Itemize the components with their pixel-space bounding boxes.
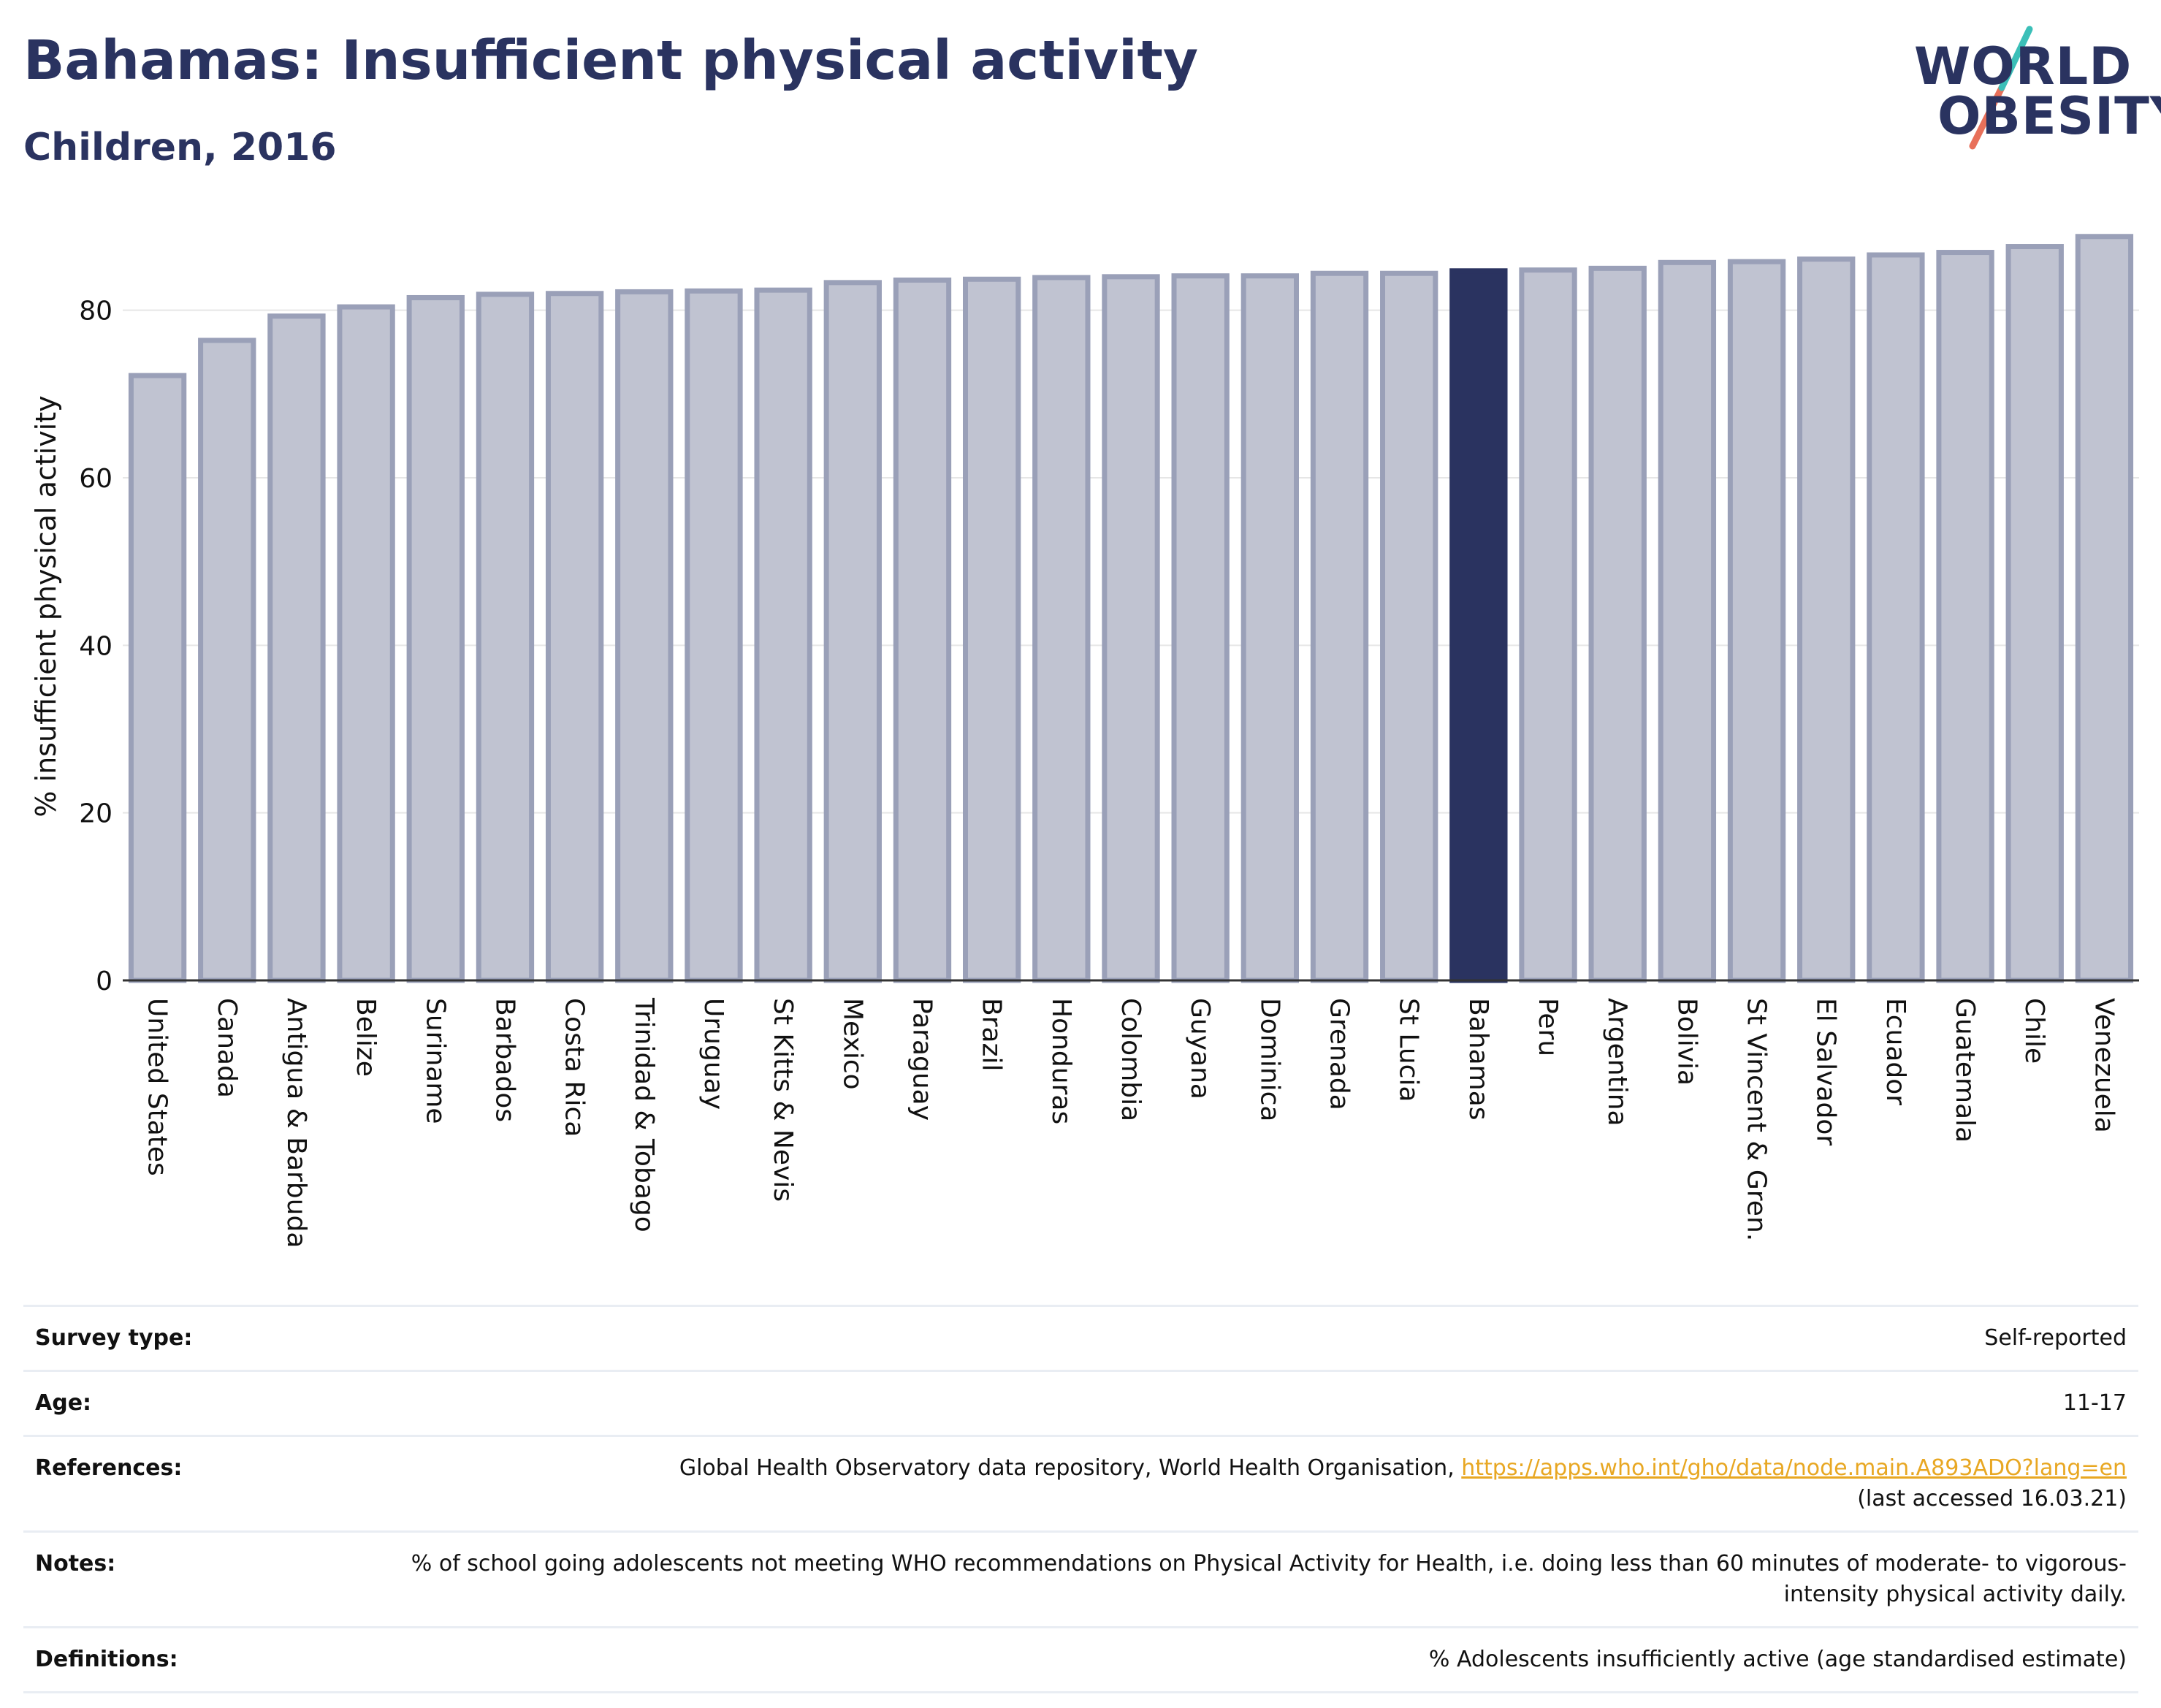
bar-grenada[interactable] bbox=[1310, 270, 1369, 983]
x-tick-label: Brazil bbox=[977, 998, 1007, 1071]
bar-uruguay[interactable] bbox=[685, 288, 743, 983]
metadata-value-text: Self-reported bbox=[1984, 1325, 2127, 1351]
bar-chile[interactable] bbox=[2005, 244, 2064, 983]
x-tick-label: Suriname bbox=[420, 998, 450, 1124]
bar-venezuela[interactable] bbox=[2075, 234, 2134, 983]
bar-united-states[interactable] bbox=[128, 373, 187, 983]
page-subtitle: Children, 2016 bbox=[23, 126, 337, 169]
x-tick-label: Bolivia bbox=[1672, 998, 1701, 1086]
x-tick-label: St Vincent & Gren. bbox=[1742, 998, 1772, 1241]
bar-argentina[interactable] bbox=[1588, 265, 1647, 983]
bar-barbados[interactable] bbox=[476, 291, 535, 983]
bar-trinidad-tobago[interactable] bbox=[615, 289, 674, 983]
metadata-value: Global Health Observatory data repositor… bbox=[310, 1435, 2138, 1532]
bar-honduras[interactable] bbox=[1032, 275, 1091, 983]
x-tick-label: Grenada bbox=[1325, 998, 1354, 1110]
bar-brazil[interactable] bbox=[962, 276, 1021, 983]
x-tick-label: Peru bbox=[1533, 998, 1563, 1056]
x-tick-label: Belize bbox=[351, 998, 381, 1077]
bar-canada[interactable] bbox=[198, 338, 256, 983]
x-tick-label: Uruguay bbox=[698, 998, 728, 1110]
x-tick-label: Venezuela bbox=[2089, 998, 2119, 1133]
metadata-key: Age: bbox=[23, 1370, 310, 1436]
metadata-key: Notes: bbox=[23, 1530, 310, 1628]
bar-dominica[interactable] bbox=[1240, 273, 1300, 983]
bar-mexico[interactable] bbox=[823, 280, 882, 983]
bar-guyana[interactable] bbox=[1171, 273, 1230, 983]
bar-colombia[interactable] bbox=[1102, 274, 1160, 983]
metadata-value: % of school going adolescents not meetin… bbox=[310, 1530, 2138, 1628]
axes: 0 20 40 60 80 bbox=[79, 297, 2139, 996]
x-tick-label: Mexico bbox=[837, 998, 867, 1090]
x-tick-label: St Lucia bbox=[1394, 998, 1424, 1102]
bar-chart: 0 20 40 60 80 United States Canada Antigua & B… bbox=[30, 234, 2139, 1248]
metadata-row: Definitions: % Adolescents insufficiently… bbox=[23, 1626, 2138, 1693]
world-obesity-logo: WORLD OBESITY bbox=[1899, 22, 2161, 153]
bar-bolivia[interactable] bbox=[1658, 259, 1717, 983]
bar-guatemala[interactable] bbox=[1936, 250, 1994, 983]
x-tick-label: Chile bbox=[2019, 998, 2049, 1064]
y-tick-label: 0 bbox=[96, 967, 113, 996]
metadata-table: Survey type: Self-reported Age: 11-17 Refere… bbox=[23, 1305, 2138, 1693]
bar-antigua-barbuda[interactable] bbox=[267, 313, 326, 983]
x-tick-label: Barbados bbox=[489, 998, 519, 1122]
logo-slash-icon bbox=[1969, 26, 2033, 150]
x-tick-label: Guatemala bbox=[1950, 998, 1980, 1143]
metadata-row: References: Global Health Observatory dat… bbox=[23, 1435, 2138, 1532]
metadata-key: Survey type: bbox=[23, 1305, 310, 1371]
metadata-row: Notes: % of school going adolescents not … bbox=[23, 1530, 2138, 1628]
bar-bahamas[interactable] bbox=[1449, 268, 1508, 983]
category-labels: United States Canada Antigua & Barbuda Beli… bbox=[142, 997, 2119, 1248]
x-tick-label: United States bbox=[142, 998, 172, 1176]
bar-st-vincent-gren-[interactable] bbox=[1727, 259, 1786, 983]
x-tick-label: Costa Rica bbox=[560, 998, 590, 1137]
bar-ecuador[interactable] bbox=[1867, 252, 1925, 983]
metadata-key: Definitions: bbox=[23, 1626, 310, 1693]
bar-suriname[interactable] bbox=[406, 294, 465, 983]
metadata-row: Age: 11-17 bbox=[23, 1370, 2138, 1436]
y-tick-label: 60 bbox=[79, 464, 113, 494]
x-tick-label: Dominica bbox=[1254, 998, 1284, 1122]
x-tick-label: St Kitts & Nevis bbox=[768, 998, 798, 1202]
bar-st-lucia[interactable] bbox=[1380, 270, 1438, 983]
metadata-value: 11-17 bbox=[310, 1370, 2138, 1436]
x-tick-label: Ecuador bbox=[1880, 998, 1910, 1105]
x-tick-label: El Salvador bbox=[1811, 998, 1841, 1145]
metadata-value-text: % of school going adolescents not meetin… bbox=[411, 1551, 2127, 1607]
bars bbox=[128, 234, 2134, 983]
bar-costa-rica[interactable] bbox=[545, 291, 604, 983]
metadata-value: % Adolescents insufficiently active (age… bbox=[310, 1626, 2138, 1693]
bar-peru[interactable] bbox=[1519, 267, 1577, 983]
reference-link[interactable]: https://apps.who.int/gho/data/node.main.… bbox=[1461, 1455, 2127, 1481]
x-tick-label: Trinidad & Tobago bbox=[629, 997, 659, 1232]
x-tick-label: Bahamas bbox=[1463, 998, 1493, 1121]
metadata-value-text: Global Health Observatory data repositor… bbox=[679, 1455, 1462, 1481]
x-tick-label: Guyana bbox=[1185, 998, 1215, 1099]
metadata-value-text: % Adolescents insufficiently active (age… bbox=[1428, 1647, 2127, 1672]
logo-text-world: WORLD bbox=[1914, 37, 2133, 96]
bar-belize[interactable] bbox=[337, 304, 395, 983]
metadata-value: Self-reported bbox=[310, 1305, 2138, 1371]
metadata-value-text: 11-17 bbox=[2062, 1390, 2127, 1416]
metadata-key: References: bbox=[23, 1435, 310, 1532]
metadata-row: Survey type: Self-reported bbox=[23, 1305, 2138, 1371]
y-axis-label: % insufficient physical activity bbox=[30, 395, 62, 817]
metadata-value-text: (last accessed 16.03.21) bbox=[1857, 1486, 2127, 1511]
logo-text-obesity: OBESITY bbox=[1937, 86, 2161, 146]
bar-el-salvador[interactable] bbox=[1797, 256, 1856, 983]
y-tick-label: 80 bbox=[79, 297, 113, 327]
x-tick-label: Colombia bbox=[1116, 998, 1146, 1121]
x-tick-label: Canada bbox=[212, 998, 242, 1098]
bar-paraguay[interactable] bbox=[893, 277, 952, 983]
x-tick-label: Honduras bbox=[1046, 998, 1076, 1124]
bar-st-kitts-nevis[interactable] bbox=[754, 287, 812, 983]
x-tick-label: Antigua & Barbuda bbox=[281, 998, 311, 1248]
x-tick-label: Argentina bbox=[1602, 998, 1632, 1126]
y-tick-label: 20 bbox=[79, 799, 113, 829]
x-tick-label: Paraguay bbox=[907, 998, 937, 1121]
page-title: Bahamas: Insufficient physical activity bbox=[23, 29, 1199, 92]
y-tick-label: 40 bbox=[79, 631, 113, 661]
